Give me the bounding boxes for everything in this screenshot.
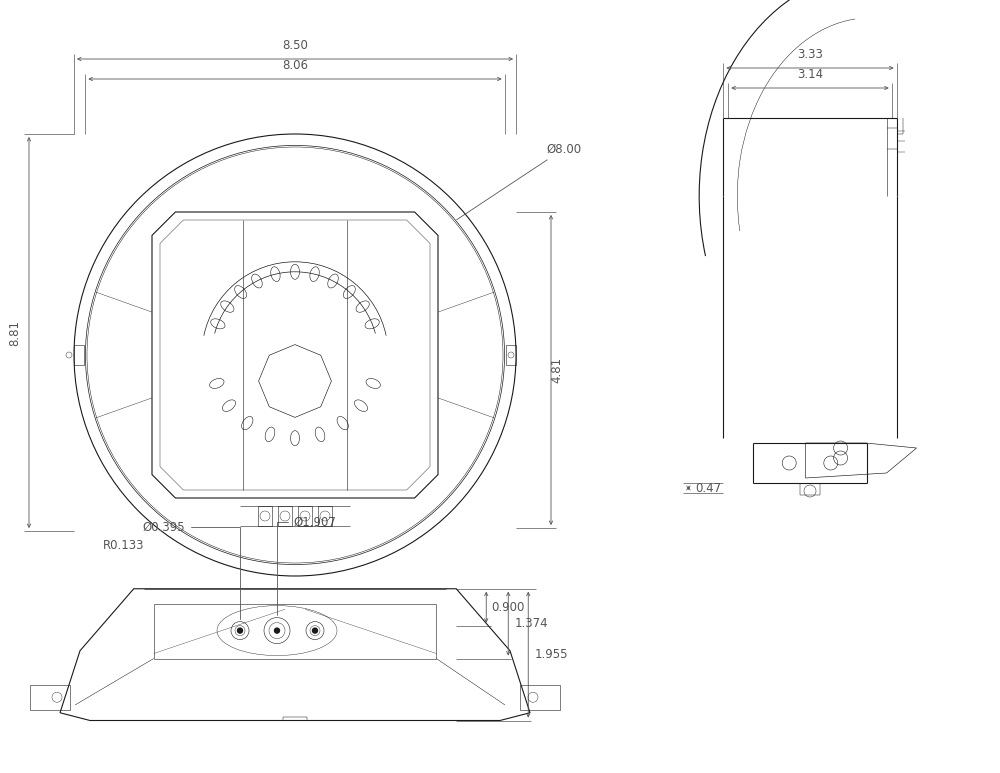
Circle shape xyxy=(312,628,318,633)
Text: R0.133: R0.133 xyxy=(103,540,144,552)
Text: Ø8.00: Ø8.00 xyxy=(457,142,581,220)
Bar xyxy=(506,345,516,365)
Text: Ø0.395: Ø0.395 xyxy=(142,521,240,619)
Text: Ø1.907: Ø1.907 xyxy=(277,516,336,615)
Text: 0.900: 0.900 xyxy=(491,601,525,614)
Text: 1.955: 1.955 xyxy=(534,648,568,661)
Text: 3.14: 3.14 xyxy=(797,68,823,81)
Bar xyxy=(258,506,272,526)
Text: 8.50: 8.50 xyxy=(282,39,308,52)
Circle shape xyxy=(238,628,242,633)
Bar xyxy=(30,685,70,710)
Text: 8.06: 8.06 xyxy=(282,59,308,72)
Text: 3.33: 3.33 xyxy=(797,48,823,61)
Text: 8.81: 8.81 xyxy=(8,319,21,346)
Text: 4.81: 4.81 xyxy=(550,357,563,383)
Bar xyxy=(318,506,332,526)
Circle shape xyxy=(274,628,280,633)
Bar xyxy=(74,345,84,365)
Text: 0.47: 0.47 xyxy=(695,482,722,495)
Bar xyxy=(298,506,312,526)
Bar xyxy=(520,685,560,710)
Bar xyxy=(278,506,292,526)
Text: 1.374: 1.374 xyxy=(514,617,548,630)
